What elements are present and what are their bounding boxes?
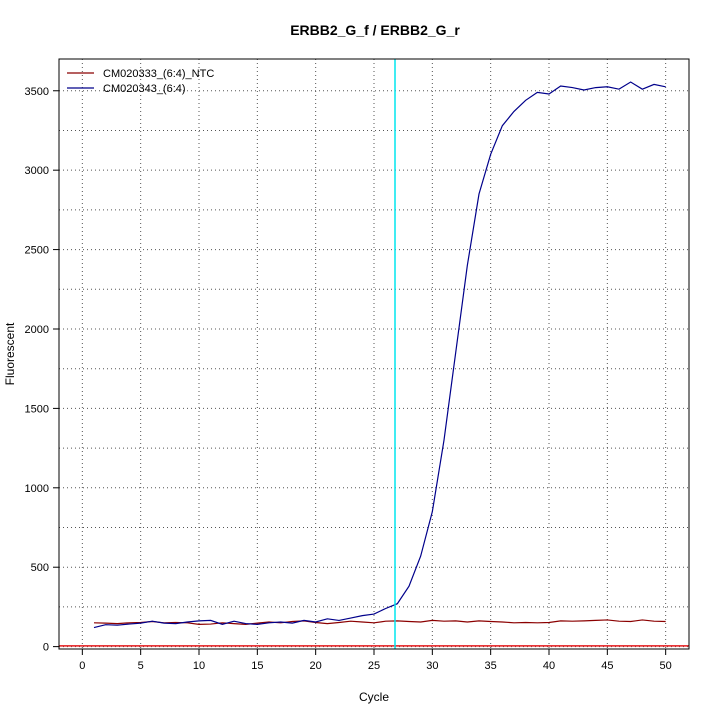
y-tick-label: 3000: [25, 165, 49, 177]
x-axis: 0 5 10 15 20 25 30 35 40 45 50: [79, 649, 672, 672]
x-tick-label: 40: [543, 660, 555, 672]
y-axis-label: Fluorescent: [3, 322, 17, 385]
x-tick-label: 35: [485, 660, 497, 672]
y-tick-label: 500: [31, 562, 49, 574]
legend-label: CM020343_(6:4): [103, 83, 186, 95]
x-tick-label: 20: [310, 660, 322, 672]
x-tick-label: 10: [193, 660, 205, 672]
y-tick-label: 1000: [25, 483, 49, 495]
legend: CM020333_(6:4)_NTC CM020343_(6:4): [67, 68, 214, 95]
x-tick-label: 25: [368, 660, 380, 672]
x-tick-label: 30: [426, 660, 438, 672]
y-tick-label: 1500: [25, 403, 49, 415]
y-tick-label: 2000: [25, 324, 49, 336]
x-axis-label: Cycle: [359, 690, 389, 704]
y-tick-label: 3500: [25, 86, 49, 98]
legend-label: CM020333_(6:4)_NTC: [103, 68, 214, 80]
y-tick-label: 0: [43, 642, 49, 654]
chart-title: ERBB2_G_f / ERBB2_G_r: [290, 22, 460, 38]
series-layer: [93, 81, 666, 629]
x-tick-label: 50: [660, 660, 672, 672]
x-tick-label: 15: [251, 660, 263, 672]
x-tick-label: 5: [138, 660, 144, 672]
x-tick-label: 0: [79, 660, 85, 672]
grid-lines: [59, 59, 689, 649]
x-tick-label: 45: [601, 660, 613, 672]
series-line: [93, 619, 666, 625]
y-axis: 0 500 1000 1500 2000 2500 3000 3500: [25, 86, 59, 654]
series-line: [93, 81, 666, 629]
y-tick-label: 2500: [25, 245, 49, 257]
